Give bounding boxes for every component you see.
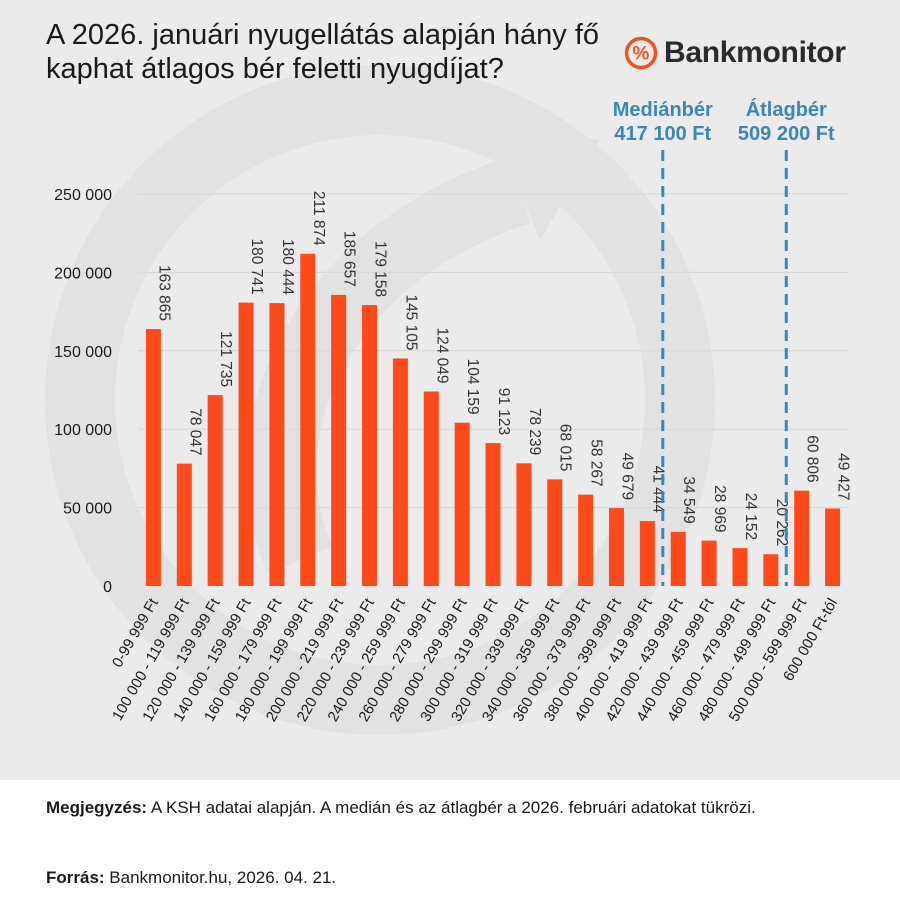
bar	[763, 554, 779, 586]
data-label: 49 679	[618, 453, 635, 500]
bar	[362, 305, 378, 586]
bar	[300, 253, 316, 587]
source-text: Bankmonitor.hu, 2026. 04. 21.	[104, 868, 337, 887]
note-text: A KSH adatai alapján. A medián és az átl…	[147, 798, 756, 817]
data-label: 28 969	[711, 485, 728, 532]
percent-circle-icon: %	[624, 36, 658, 70]
bar	[608, 508, 624, 586]
bar	[423, 391, 439, 586]
bar	[639, 521, 655, 586]
y-tick-label: 200 000	[54, 265, 112, 282]
data-label: 78 047	[186, 408, 203, 455]
bar	[392, 358, 408, 586]
bar	[176, 463, 192, 586]
y-tick-label: 0	[103, 579, 112, 596]
data-label: 34 549	[680, 476, 697, 523]
data-label: 185 657	[341, 231, 358, 287]
source-line: Forrás: Bankmonitor.hu, 2026. 04. 21.	[46, 868, 876, 888]
median-label: Mediánbér	[613, 99, 713, 121]
chart-panel: A 2026. januári nyugellátás alapján hány…	[0, 0, 900, 780]
data-label: 58 267	[588, 439, 605, 486]
data-label: 68 015	[557, 424, 574, 471]
bar	[331, 294, 347, 586]
bar	[701, 540, 717, 586]
brand-name: Bankmonitor	[664, 36, 846, 69]
data-label: 145 105	[402, 294, 419, 350]
data-label: 78 239	[526, 408, 543, 455]
y-tick-label: 100 000	[54, 422, 112, 439]
chart-title: A 2026. januári nyugellátás alapján hány…	[46, 19, 600, 85]
bar	[516, 463, 532, 586]
data-label: 211 874	[310, 191, 327, 246]
y-tick-label: 250 000	[54, 187, 112, 204]
data-label: 104 159	[464, 359, 481, 415]
bar	[670, 531, 686, 586]
data-label: 180 444	[279, 239, 296, 295]
bar	[732, 548, 748, 586]
data-label: 49 427	[835, 453, 852, 500]
bar-chart: 0 50 000 100 000 150 000 200 000 250 000 163 8…	[54, 98, 852, 725]
bar	[207, 395, 223, 586]
data-label: 24 152	[742, 493, 759, 540]
bar	[485, 443, 501, 586]
data-label: 60 806	[804, 435, 821, 482]
brand-icon-glyph: %	[633, 44, 650, 65]
median-value: 417 100 Ft	[614, 123, 711, 145]
note-line: Megjegyzés: A KSH adatai alapján. A medi…	[46, 798, 876, 818]
brand-logo: % Bankmonitor	[624, 36, 846, 70]
bar	[825, 508, 841, 586]
bar	[454, 422, 470, 586]
bar	[794, 490, 810, 586]
note-label: Megjegyzés:	[46, 798, 148, 817]
data-label: 41 444	[649, 466, 666, 514]
average-label: Átlagbér	[746, 98, 827, 121]
data-label: 121 735	[217, 331, 234, 387]
bar	[238, 302, 254, 586]
bar	[547, 479, 563, 586]
data-label: 124 049	[433, 327, 450, 383]
data-label: 180 741	[248, 239, 265, 295]
bar	[269, 303, 285, 586]
y-tick-label: 150 000	[54, 344, 112, 361]
source-label: Forrás:	[46, 868, 105, 887]
data-label: 179 158	[372, 241, 389, 297]
data-label: 20 262	[773, 499, 790, 546]
data-label: 91 123	[495, 388, 512, 435]
bar	[145, 329, 161, 586]
y-tick-label: 50 000	[63, 501, 112, 518]
footnotes: Megjegyzés: A KSH adatai alapján. A medi…	[46, 798, 876, 888]
data-label: 163 865	[155, 265, 172, 321]
average-value: 509 200 Ft	[738, 123, 835, 145]
bar	[578, 494, 594, 586]
